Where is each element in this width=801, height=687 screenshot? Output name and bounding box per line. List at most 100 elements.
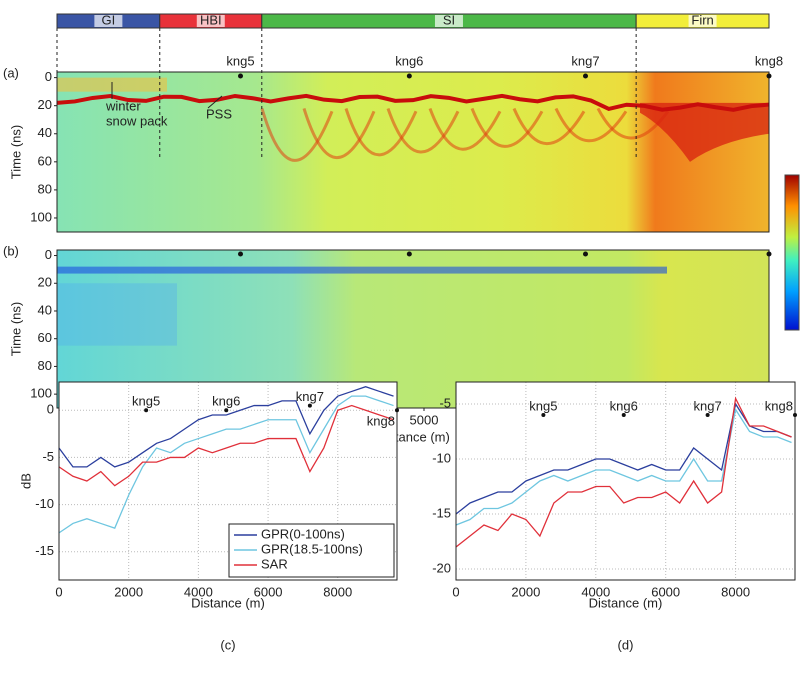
station-marker: [406, 73, 412, 79]
station-marker: [766, 73, 772, 79]
x-axis-label: Distance (m): [191, 595, 265, 610]
panel-label: (a): [3, 65, 19, 80]
zone-label-bg: [688, 15, 717, 27]
y-tick-label: 80: [38, 358, 52, 373]
y-tick-label: -5: [42, 449, 54, 464]
y-tick-label: -15: [35, 543, 54, 558]
station-label: kng5: [226, 53, 254, 68]
zone-label: SI: [443, 12, 455, 27]
pss-reflector: [56, 93, 770, 112]
x-tick-label: 6000: [254, 584, 283, 599]
x-tick-label: 8000: [323, 584, 352, 599]
cold-region: [57, 283, 177, 346]
station-marker: [144, 408, 149, 413]
station-marker: [621, 413, 626, 417]
y-tick-label: 100: [30, 209, 52, 224]
y-tick-label: 100: [30, 386, 52, 401]
y-tick-label: -15: [432, 505, 451, 520]
y-tick-label: 80: [38, 181, 52, 196]
surface-layer: [57, 266, 667, 274]
station-marker: [582, 73, 588, 79]
station-label: kng6: [610, 398, 638, 413]
y-tick-label: 0: [45, 247, 52, 262]
reflector: [470, 107, 544, 148]
y-axis-label: dB: [18, 473, 33, 489]
station-marker: [307, 403, 312, 408]
x-tick-label: 2000: [511, 584, 540, 599]
series-line: [58, 386, 394, 468]
station-label: kng5: [132, 394, 160, 409]
station-marker: [793, 413, 797, 417]
station-marker: [238, 251, 244, 257]
y-tick-label: 60: [38, 153, 52, 168]
panel-label: (b): [3, 243, 19, 258]
annotation: snow pack: [106, 113, 168, 128]
station-label: kng8: [755, 53, 783, 68]
y-tick-label: 40: [38, 125, 52, 140]
frame: [56, 249, 770, 409]
legend-label: GPR(18.5-100ns): [261, 541, 363, 556]
firn-layers: [640, 102, 769, 162]
y-tick-label: -10: [35, 496, 54, 511]
annotation: winter: [105, 98, 141, 113]
annotation: PSS: [206, 106, 232, 121]
zone-label-bg: [196, 15, 225, 27]
series-line: [455, 402, 792, 515]
zone-label: GI: [102, 12, 116, 27]
station-label: kng8: [367, 414, 395, 429]
zone-label-bg: [94, 15, 123, 27]
reflector: [386, 107, 460, 154]
series-line: [58, 395, 394, 534]
legend-label: GPR(0-100ns): [261, 526, 345, 541]
panel-label: (d): [618, 637, 634, 652]
station-marker: [766, 251, 772, 257]
x-tick-label: 8000: [721, 584, 750, 599]
y-tick-label: -20: [432, 560, 451, 575]
station-marker: [238, 73, 244, 79]
y-tick-label: 20: [38, 275, 52, 290]
reflector: [428, 107, 502, 151]
zone-label: HBI: [200, 12, 222, 27]
station-label: kng7: [296, 389, 324, 404]
y-tick-label: 20: [38, 97, 52, 112]
station-label: kng6: [212, 394, 240, 409]
reflector: [512, 107, 586, 146]
station-label: kng6: [395, 53, 423, 68]
x-tick-label: 4000: [184, 584, 213, 599]
station-marker: [395, 408, 399, 413]
reflector: [260, 108, 334, 162]
y-tick-label: -10: [432, 450, 451, 465]
station-label: kng7: [694, 398, 722, 413]
series-line: [58, 404, 394, 487]
zone-label: Firn: [691, 12, 713, 27]
reflector: [302, 108, 376, 159]
reflector: [554, 107, 628, 143]
station-marker: [224, 408, 229, 413]
station-marker: [406, 251, 412, 257]
series-line: [455, 407, 792, 526]
y-axis-label: Time (ns): [8, 125, 23, 179]
x-tick-label: 5000: [410, 412, 439, 427]
y-axis-label: Time (ns): [8, 302, 23, 356]
station-marker: [541, 413, 546, 417]
x-tick-label: 4000: [581, 584, 610, 599]
y-tick-label: 60: [38, 330, 52, 345]
reflector: [344, 108, 418, 157]
zone-label-bg: [434, 15, 463, 27]
y-tick-label: -5: [439, 395, 451, 410]
annotation-arrow: [207, 95, 223, 109]
colorbar: [784, 174, 800, 331]
frame: [58, 381, 398, 581]
x-axis-label: Distance (m): [589, 595, 663, 610]
x-tick-label: 0: [55, 584, 62, 599]
y-tick-label: 40: [38, 302, 52, 317]
x-tick-label: 2000: [114, 584, 143, 599]
y-tick-label: 0: [45, 69, 52, 84]
legend-label: SAR: [261, 556, 288, 571]
station-label: kng5: [529, 398, 557, 413]
x-tick-label: 0: [452, 584, 459, 599]
frame: [455, 381, 796, 581]
station-marker: [705, 413, 710, 417]
series-line: [455, 396, 792, 548]
